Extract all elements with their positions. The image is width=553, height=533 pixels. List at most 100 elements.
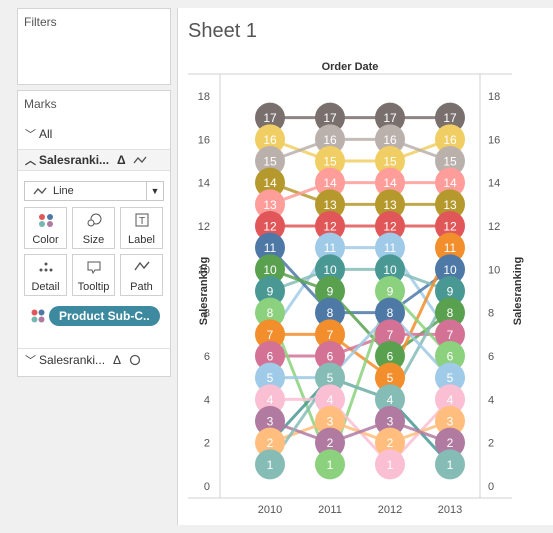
rank-label: 5 <box>327 371 334 385</box>
rank-label: 4 <box>327 393 334 407</box>
circle-mark-icon <box>129 354 141 365</box>
rank-circle <box>255 406 285 436</box>
rank-circle <box>315 297 345 328</box>
rank-label: 1 <box>387 458 394 472</box>
marks-all-row[interactable]: ﹀ All <box>18 123 170 145</box>
rank-circle <box>315 319 345 350</box>
product-subcategory-pill[interactable]: Product Sub-C.. <box>49 306 160 326</box>
detail-dots-icon <box>25 260 66 274</box>
rank-circle <box>375 449 405 480</box>
tooltip-tile[interactable]: Tooltip <box>72 254 115 296</box>
rank-label: 1 <box>447 458 454 472</box>
rank-circle <box>435 167 465 198</box>
filters-card[interactable]: Filters <box>17 8 171 85</box>
chevron-up-icon: ︿ <box>25 155 36 167</box>
rank-label: 9 <box>267 285 274 299</box>
rank-label: 13 <box>383 198 397 212</box>
y-tick-right: 14 <box>488 178 500 190</box>
rank-circle <box>255 276 285 306</box>
rank-circle <box>315 406 345 436</box>
rank-circle <box>315 189 345 220</box>
delta-icon: Δ <box>117 153 126 167</box>
tile-label: Label <box>128 234 155 246</box>
rank-label: 10 <box>263 263 277 277</box>
rank-circle <box>255 384 285 415</box>
rank-label: 10 <box>323 263 337 277</box>
rank-label: 14 <box>383 176 397 190</box>
rank-circle <box>255 449 285 480</box>
rank-circle <box>435 276 465 306</box>
rank-circle <box>315 232 345 263</box>
rank-circle <box>375 254 405 285</box>
rank-circle <box>255 232 285 263</box>
rank-label: 13 <box>443 198 457 212</box>
rank-label: 11 <box>264 241 277 255</box>
rank-label: 5 <box>447 371 454 385</box>
marks-salesranking-row-1[interactable]: ︿ Salesranki... Δ <box>18 149 170 171</box>
tile-label: Tooltip <box>77 281 110 293</box>
line-mark-icon <box>133 156 147 164</box>
y-tick-left: 16 <box>198 134 210 146</box>
rank-circle <box>375 319 405 350</box>
color-dots-icon <box>25 213 66 227</box>
y-tick-right: 8 <box>488 308 494 320</box>
rank-label: 7 <box>267 328 274 342</box>
rank-label: 14 <box>323 176 337 190</box>
rank-circle <box>375 102 405 133</box>
marks-card: Marks ﹀ All ︿ Salesranki... Δ Line ▼ Col… <box>17 90 171 377</box>
rank-label: 17 <box>443 111 457 125</box>
rank-circle <box>375 406 405 436</box>
marks-salesranking-row-2[interactable]: ﹀ Salesranki... Δ <box>18 348 170 370</box>
rank-circle <box>255 124 285 155</box>
series-line <box>269 137 451 163</box>
rank-circle <box>315 102 345 133</box>
detail-tile[interactable]: Detail <box>24 254 67 296</box>
rank-label: 10 <box>383 263 397 277</box>
rank-circle <box>375 427 405 458</box>
rank-label: 13 <box>323 198 337 212</box>
rank-circle <box>435 297 465 328</box>
rank-label: 15 <box>383 155 397 169</box>
tile-label: Path <box>130 281 153 293</box>
all-label: All <box>39 127 53 141</box>
rank-label: 7 <box>327 328 334 342</box>
filters-title: Filters <box>24 15 57 29</box>
y-tick-left: 2 <box>204 438 210 450</box>
rank-label: 3 <box>387 415 394 429</box>
x-tick-label: 2012 <box>378 504 402 516</box>
rank-label: 12 <box>443 220 457 234</box>
rank-circle <box>435 362 465 393</box>
rank-label: 2 <box>447 436 454 450</box>
chevron-down-icon: ﹀ <box>25 354 36 367</box>
rank-circle <box>375 232 405 263</box>
rank-circle <box>375 146 405 176</box>
rank-circle <box>435 254 465 285</box>
rank-label: 11 <box>444 241 457 255</box>
label-tile[interactable]: T Label <box>120 207 163 249</box>
rank-label: 16 <box>263 133 277 147</box>
color-tile[interactable]: Color <box>24 207 67 249</box>
svg-text:T: T <box>138 216 144 227</box>
rank-circle <box>375 189 405 220</box>
rank-circle <box>435 189 465 220</box>
rank-circle <box>315 124 345 155</box>
x-tick-label: 2010 <box>258 504 282 516</box>
rank-label: 2 <box>387 436 394 450</box>
size-tile[interactable]: Size <box>72 207 115 249</box>
rank-label: 1 <box>267 458 274 472</box>
y-tick-left: 8 <box>204 308 210 320</box>
rank-circle <box>435 232 465 263</box>
sheet-title: Sheet 1 <box>188 20 257 42</box>
path-tile[interactable]: Path <box>120 254 163 296</box>
rank-label: 15 <box>263 155 277 169</box>
mark-type-dropdown[interactable]: Line ▼ <box>24 181 164 201</box>
tooltip-bubble-icon <box>73 260 114 274</box>
rank-circle <box>435 427 465 458</box>
order-date-header-bg <box>188 56 512 74</box>
rank-label: 2 <box>267 436 274 450</box>
rank-circle <box>315 167 345 198</box>
rank-label: 8 <box>387 306 394 320</box>
rank-circle <box>315 276 345 306</box>
y-tick-left: 0 <box>204 481 210 493</box>
